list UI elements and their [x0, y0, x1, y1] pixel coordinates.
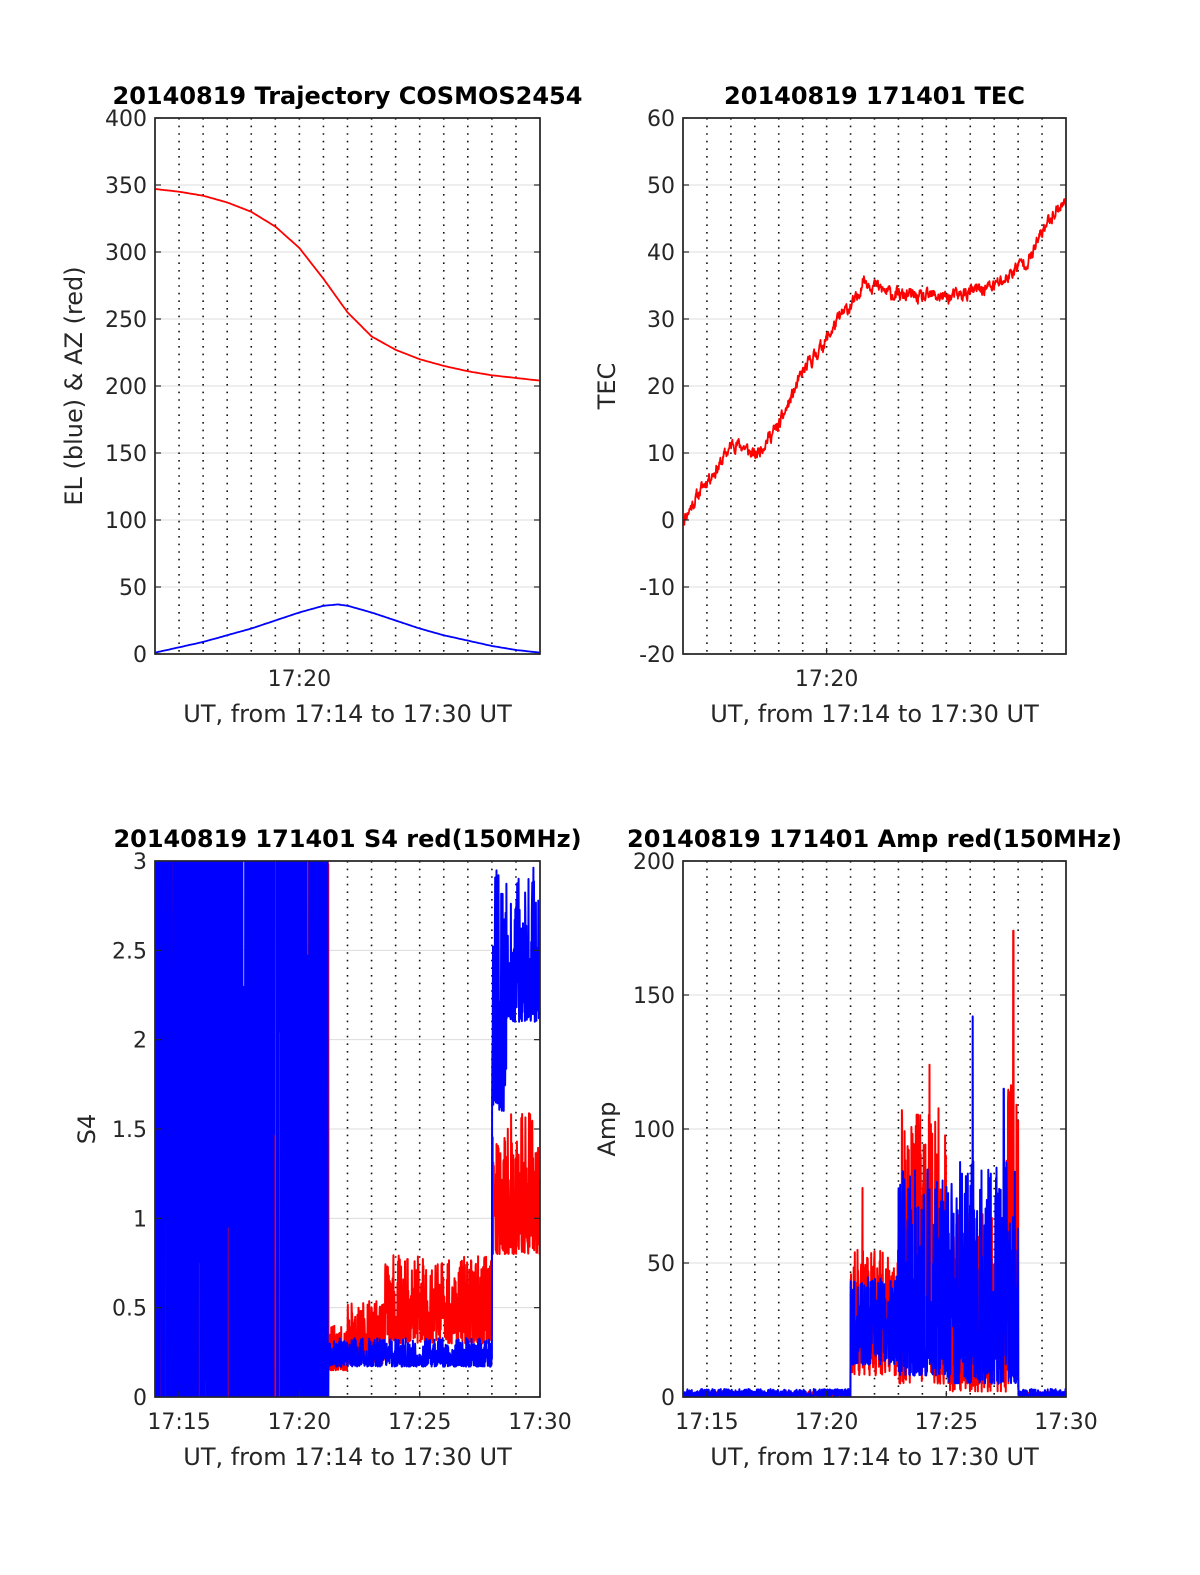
series-line-blue [683, 1015, 1066, 1397]
series-line-red [683, 198, 1066, 526]
y-axis-label: TEC [593, 363, 621, 411]
chart-panel-trajectory: 0 50 100 150 200 250 300 350 400 17:20 20140819 Tr… [60, 82, 582, 728]
y-tick-label: 2.5 [112, 939, 147, 964]
y-tick-label: 0 [133, 643, 147, 668]
series-group [683, 198, 1066, 526]
x-tick-label: 17:25 [915, 1410, 978, 1435]
y-axis-label: S4 [73, 1114, 101, 1145]
y-tick-label: 400 [105, 107, 147, 132]
series-line-red [155, 188, 540, 382]
x-tick-label: 17:15 [675, 1410, 738, 1435]
y-tick-label: 50 [647, 174, 675, 199]
x-tick-label: 17:20 [268, 667, 331, 692]
y-tick-label: 1 [133, 1207, 147, 1232]
x-tick-label: 17:20 [795, 1410, 858, 1435]
x-tick-label: 17:15 [147, 1410, 210, 1435]
y-tick-label: 100 [633, 1118, 675, 1143]
series-group [683, 929, 1066, 1397]
x-axis-label: UT, from 17:14 to 17:30 UT [710, 1443, 1039, 1471]
x-tick-label: 17:20 [795, 667, 858, 692]
y-tick-label: 50 [119, 576, 147, 601]
y-tick-label: 200 [633, 850, 675, 875]
y-axis-label: EL (blue) & AZ (red) [60, 266, 88, 505]
y-tick-label: 40 [647, 241, 675, 266]
x-tick-label: 17:25 [388, 1410, 451, 1435]
y-tick-label: 3 [133, 850, 147, 875]
series-line-blue [155, 603, 540, 654]
y-tick-label: 250 [105, 308, 147, 333]
y-tick-label: 300 [105, 241, 147, 266]
y-tick-label: 60 [647, 107, 675, 132]
chart-title: 20140819 171401 TEC [724, 82, 1025, 110]
y-tick-label: 20 [647, 375, 675, 400]
y-tick-label: 100 [105, 509, 147, 534]
chart-title: 20140819 171401 Amp red(150MHz) [627, 825, 1122, 853]
x-tick-label: 17:30 [1034, 1410, 1097, 1435]
y-tick-label: 150 [633, 984, 675, 1009]
y-tick-label: -10 [639, 576, 675, 601]
chart-title: 20140819 Trajectory COSMOS2454 [113, 82, 583, 110]
x-axis-label: UT, from 17:14 to 17:30 UT [710, 700, 1039, 728]
y-tick-label: -20 [639, 643, 675, 668]
chart-title: 20140819 171401 S4 red(150MHz) [113, 825, 581, 853]
y-tick-label: 10 [647, 442, 675, 467]
y-tick-label: 0.5 [112, 1297, 147, 1322]
chart-panel-s4: 0 0.5 1 1.5 2 2.5 3 17:15 17:20 17:25 17:30 2014081… [73, 825, 582, 1471]
y-tick-label: 2 [133, 1029, 147, 1054]
x-tick-label: 17:20 [268, 1410, 331, 1435]
chart-panel-amp: 0 50 100 150 200 17:15 17:20 17:25 17:30 20140819… [593, 825, 1122, 1471]
x-axis-label: UT, from 17:14 to 17:30 UT [183, 1443, 512, 1471]
series-group [155, 188, 540, 654]
series-line-blue [155, 861, 540, 1397]
y-axis-label: Amp [593, 1101, 621, 1156]
x-tick-label: 17:30 [508, 1410, 571, 1435]
x-axis-label: UT, from 17:14 to 17:30 UT [183, 700, 512, 728]
y-tick-label: 30 [647, 308, 675, 333]
y-tick-label: 0 [661, 509, 675, 534]
y-tick-label: 150 [105, 442, 147, 467]
y-tick-label: 200 [105, 375, 147, 400]
y-tick-label: 0 [661, 1386, 675, 1411]
chart-panel-tec: -20 -10 0 10 20 30 40 50 60 17:20 20140819 171401 … [593, 82, 1067, 728]
series-group [155, 861, 540, 1397]
y-tick-label: 350 [105, 174, 147, 199]
y-tick-label: 1.5 [112, 1118, 147, 1143]
y-tick-label: 0 [133, 1386, 147, 1411]
y-tick-label: 50 [647, 1252, 675, 1277]
